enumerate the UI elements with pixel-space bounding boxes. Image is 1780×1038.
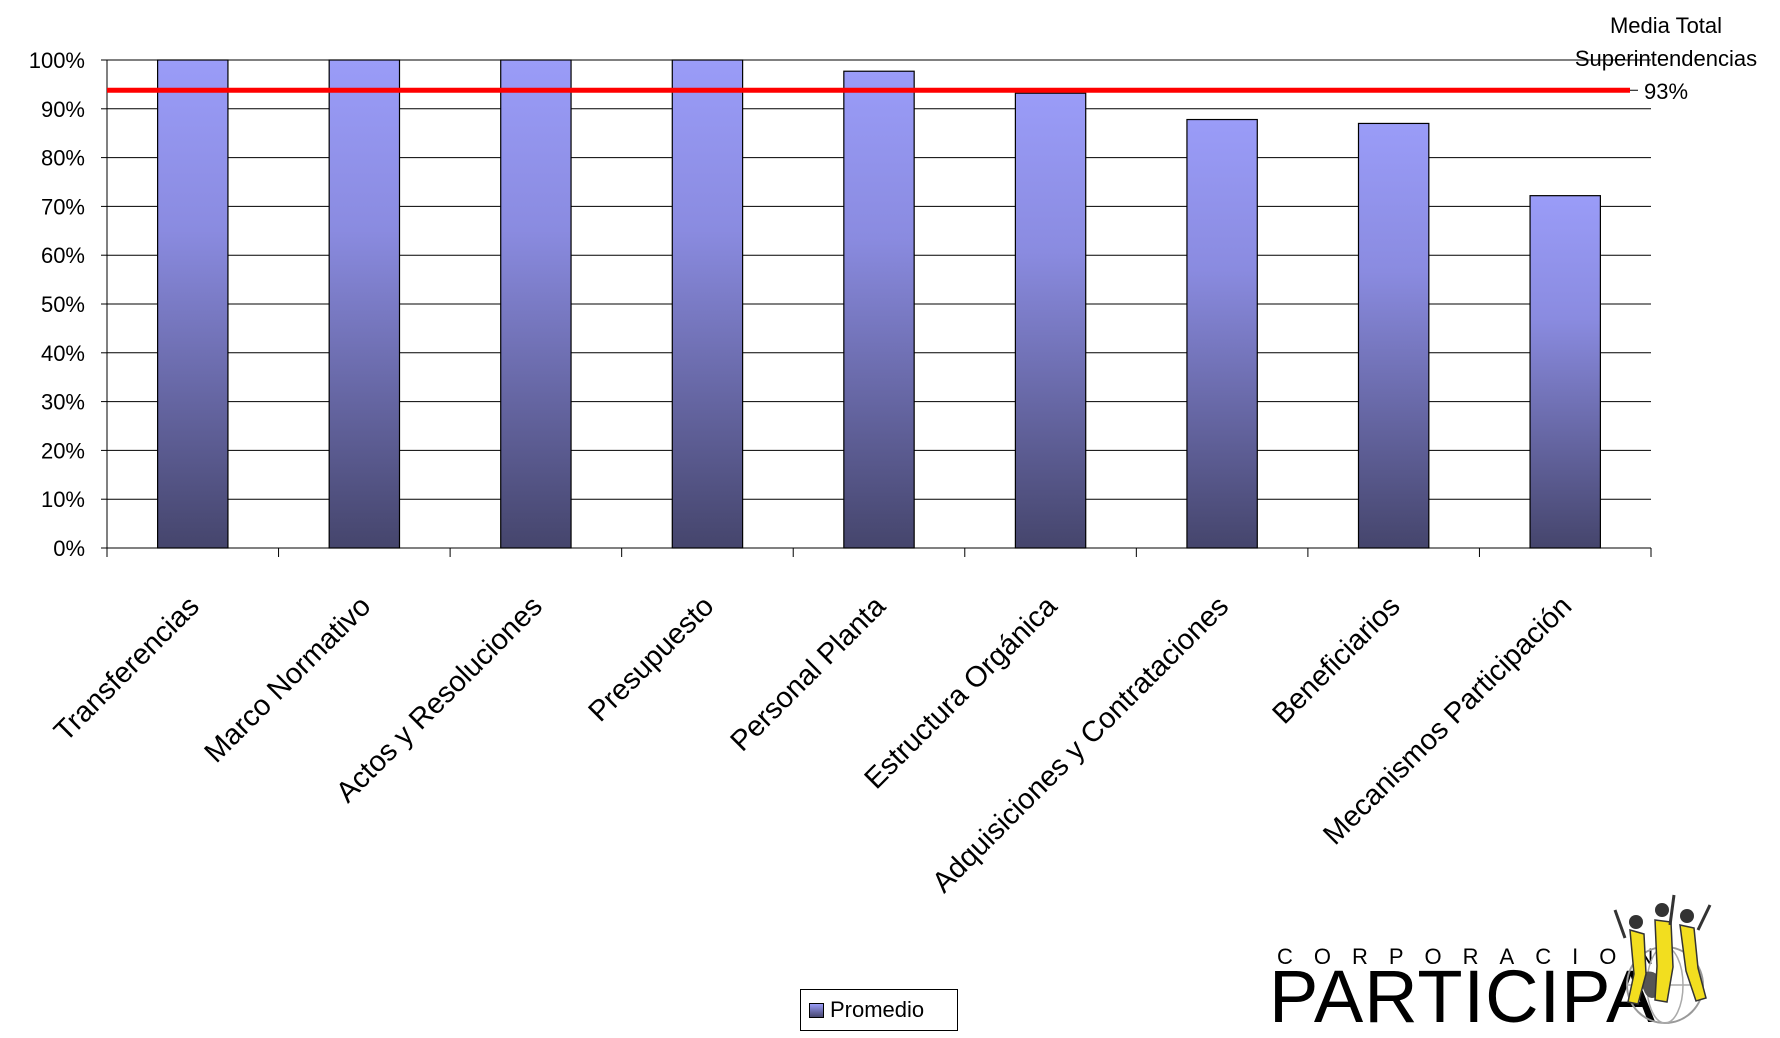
x-category-label: Presupuesto [583,590,721,728]
bar [671,59,744,549]
y-tick-label: 50% [41,292,85,317]
y-tick-label: 90% [41,97,85,122]
y-tick-label: 80% [41,146,85,171]
globe-people-icon [1613,894,1712,1024]
logo-line1: CORPORACION [1277,944,1675,969]
bar [843,70,915,549]
reference-label-line2: Superintendencias [1575,46,1757,71]
y-tick-label: 70% [41,194,85,219]
bar [1014,92,1087,549]
reference-label-line1: Media Total [1610,13,1722,38]
corporacion-participa-logo: CORPORACION PARTICIPA [1265,890,1725,1034]
x-category-label: Beneficiarios [1267,590,1407,730]
y-tick-label: 60% [41,243,85,268]
bar [1357,122,1430,549]
x-category-label: Marco Normativo [199,590,378,769]
bar [157,59,229,549]
logo-line2: PARTICIPA [1269,955,1657,1038]
legend-swatch [809,1002,824,1018]
legend-label: Promedio [830,997,925,1022]
y-tick-label: 0% [53,536,85,561]
x-category-label: Estructura Orgánica [859,590,1065,796]
bar [500,59,572,549]
bar [1529,195,1601,549]
legend: Promedio [800,989,958,1031]
reference-label-value: 93% [1644,79,1688,104]
y-tick-label: 40% [41,341,85,366]
y-tick-label: 10% [41,487,85,512]
bar-chart: 0% 10% 20% 30% 40% 50% 60% 70% 80% 90% 100% Transf… [29,13,1757,899]
x-category-label: Transferencias [48,590,205,747]
y-tick-label: 100% [29,48,85,73]
y-tick-label: 20% [41,438,85,463]
bar [1186,118,1258,549]
y-tick-label: 30% [41,390,85,415]
bar [328,59,401,549]
x-category-label: Adquisiciones y Contrataciones [926,590,1235,899]
x-category-label: Personal Planta [725,590,893,758]
